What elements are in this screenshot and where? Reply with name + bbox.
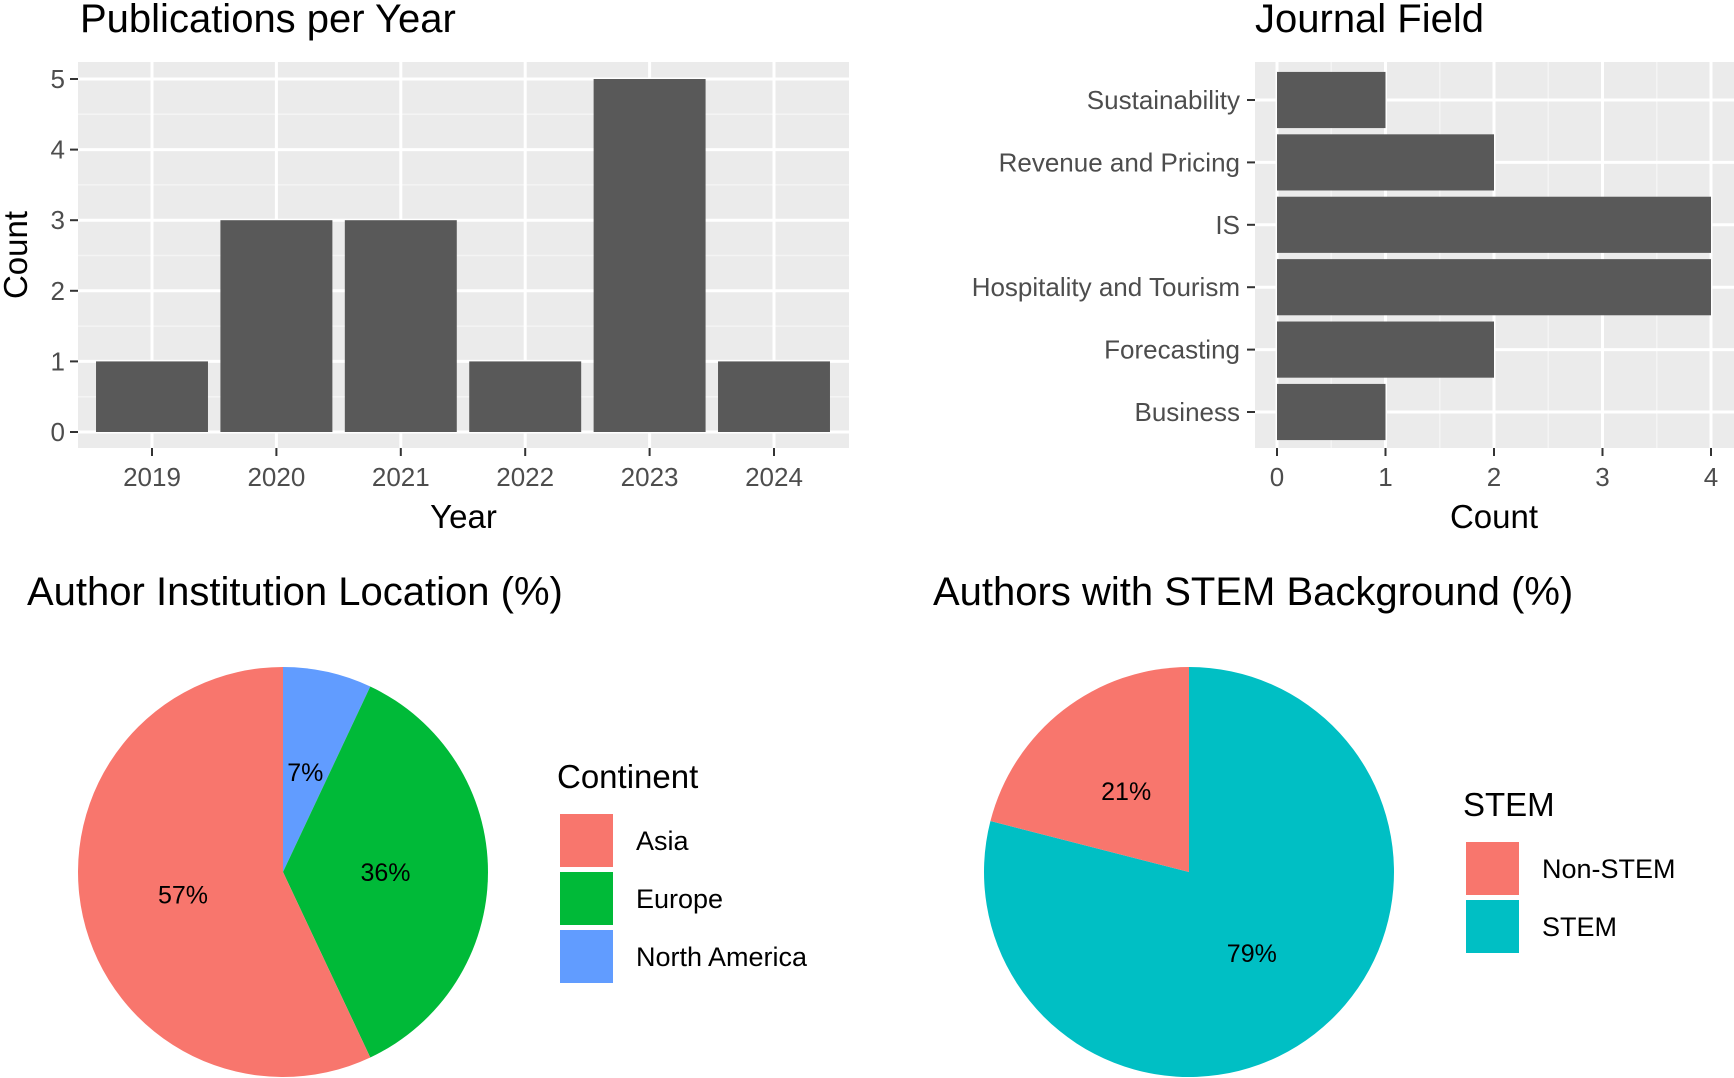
x-axis-title: Count [1450,498,1538,535]
x-tick-label: 3 [1595,462,1609,492]
legend-key [560,930,613,983]
pie-label: 36% [360,859,410,887]
pie-label: 57% [158,881,208,909]
chart-title: Publications per Year [80,0,456,41]
y-tick-label: 0 [51,417,65,447]
y-tick-label: 3 [51,205,65,235]
chart-title: Journal Field [1255,0,1484,41]
pie-labels: 79% 21% [1101,778,1277,968]
y-tick-label: 5 [51,64,65,94]
y-tick-label: Sustainability [1087,85,1240,115]
pie-slice-asia [77,667,371,1077]
authors-stem-background-chart: Authors with STEM Background (%) 79%21% … [933,570,1676,1077]
legend-title: STEM [1463,786,1555,823]
legend-label: North America [636,942,808,972]
legend-label: Non-STEM [1542,854,1676,884]
legend: STEM Non-STEM STEM [1463,786,1676,953]
x-axis: 0 1 2 3 4 [1270,448,1718,492]
legend-key [1466,842,1519,895]
y-tick-label: 4 [51,135,65,165]
x-tick-label: 1 [1378,462,1392,492]
publications-per-year-chart: Publications per Year 0 1 2 3 4 5 2019 2020 202… [0,0,849,535]
pie-label: 7% [287,759,323,787]
bar-Hospitality and Tourism [1277,259,1711,316]
x-tick-label: 2022 [496,462,554,492]
journal-field-chart: Journal Field Business Forecasting Hospita… [972,0,1734,535]
bars [1277,71,1711,441]
pie-labels: 7% 36% 57% [158,759,411,909]
x-tick-label: 2021 [372,462,430,492]
bar-Forecasting [1277,321,1494,378]
bar-Revenue and Pricing [1277,134,1494,191]
x-axis: 2019 2020 2021 2022 2023 2024 [123,448,803,492]
y-tick-label: Business [1135,397,1241,427]
x-tick-label: 2 [1487,462,1501,492]
bars [96,79,830,432]
author-institution-location-chart: Author Institution Location (%) 7% 36% 57%… [27,570,808,1077]
x-tick-label: 2019 [123,462,181,492]
pie-slices [983,667,1394,1077]
x-tick-label: 2020 [247,462,305,492]
y-axis: Business Forecasting Hospitality and Touri… [972,85,1255,427]
y-axis: 0 1 2 3 4 5 [51,64,78,447]
chart-title: Author Institution Location (%) [27,570,563,614]
bar-2021 [344,220,457,432]
legend-label: Asia [636,826,690,856]
y-tick-label: 1 [51,346,65,376]
pie-label: 79% [1227,940,1277,968]
x-tick-label: 4 [1704,462,1718,492]
legend-label: Europe [636,884,723,914]
bar-2020 [220,220,333,432]
legend: Continent Asia Europe North America [557,758,808,983]
bar-2022 [469,361,582,432]
legend-title: Continent [557,758,698,795]
pie-slice-europe [283,686,488,1058]
bar-Sustainability [1277,71,1386,129]
legend-key [560,872,613,925]
y-axis-title: Count [0,211,34,299]
legend-key [1466,900,1519,953]
pie-slice-non-stem [990,667,1189,872]
y-tick-label: IS [1215,210,1240,240]
y-tick-label: Hospitality and Tourism [972,272,1240,302]
legend-label: STEM [1542,912,1617,942]
y-tick-label: Revenue and Pricing [999,147,1240,177]
x-axis-title: Year [430,498,497,535]
bar-2019 [96,361,208,432]
bar-Business [1277,383,1386,441]
y-tick-label: Forecasting [1104,335,1240,365]
pie-label: 21% [1101,778,1151,806]
pie-slices [77,666,488,1077]
x-tick-label: 0 [1270,462,1284,492]
bar-IS [1277,196,1711,253]
legend-key [560,814,613,867]
y-tick-label: 2 [51,276,65,306]
pie-slice-north-america [283,666,371,872]
chart-title: Authors with STEM Background (%) [933,570,1573,614]
x-tick-label: 2023 [621,462,679,492]
bar-2024 [718,361,830,432]
x-tick-label: 2024 [745,462,803,492]
bar-2023 [593,79,706,432]
